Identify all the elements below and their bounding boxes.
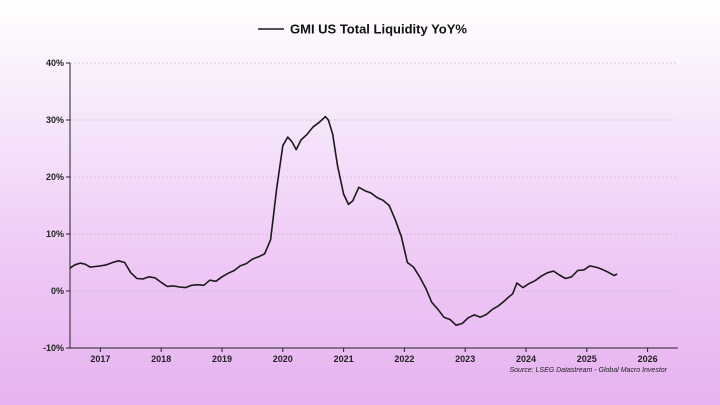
x-tick-label: 2018	[151, 354, 171, 364]
y-tick-label: 20%	[46, 172, 64, 182]
grid-layer	[70, 62, 678, 292]
y-tick-label: 10%	[46, 229, 64, 239]
legend: GMI US Total Liquidity YoY%	[258, 22, 467, 37]
x-tick-label: 2020	[273, 354, 293, 364]
x-tick-label: 2025	[577, 354, 597, 364]
source-note: Source: LSEG Datastream - Global Macro I…	[509, 367, 667, 374]
y-tick-label: 0%	[51, 286, 64, 296]
x-tick-label: 2023	[455, 354, 475, 364]
y-tick-label: 40%	[46, 58, 64, 68]
series-line	[69, 115, 618, 326]
x-tick-label: 2024	[516, 354, 536, 364]
x-tick-label: 2017	[90, 354, 110, 364]
y-tick-label: -10%	[43, 343, 64, 353]
legend-label: GMI US Total Liquidity YoY%	[290, 22, 467, 37]
axis-layer: 40% 30% 20% 10% 0% -10% 2017 2018 2019 2020 2021 20…	[43, 58, 678, 364]
y-tick-label: 30%	[46, 115, 64, 125]
x-tick-label: 2021	[334, 354, 354, 364]
x-tick-label: 2022	[394, 354, 414, 364]
x-tick-label: 2026	[638, 354, 658, 364]
series-layer	[69, 115, 618, 326]
x-tick-label: 2019	[212, 354, 232, 364]
